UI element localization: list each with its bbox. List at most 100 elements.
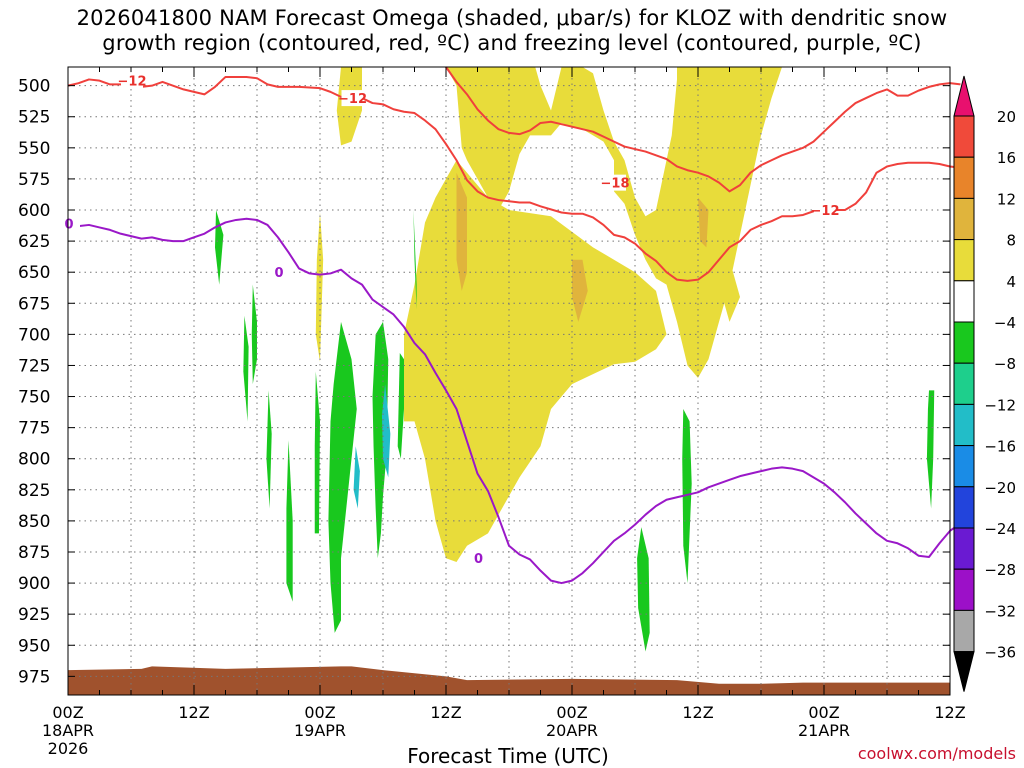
omega-region-green [251,284,257,385]
colorbar-label: 16 [997,149,1016,167]
y-tick-label: 500 [18,77,50,97]
contour-label-bg [467,550,490,567]
contour-label: 0 [274,266,283,281]
contour-label-bg [268,264,290,281]
colorbar-bin [953,486,975,529]
contour-label-bg [814,202,836,219]
y-tick-label: 850 [18,512,50,532]
colorbar-label: −12 [984,396,1016,414]
y-tick-label: 800 [18,450,50,470]
grid [67,67,951,695]
purple-contour-0 [67,217,962,585]
omega-region-green [372,321,389,559]
colorbar-bin [953,197,975,241]
chart-title: 2026041800 NAM Forecast Omega (shaded, μ… [0,6,1024,56]
y-tick-label: 675 [18,294,50,314]
y-tick-label: 550 [18,139,50,159]
y-tick-label: 875 [18,543,50,563]
x-tick-date: 20APR [546,721,598,740]
x-tick-label: 00Z [556,703,587,722]
colorbar-bin [953,568,975,611]
x-tick-year: 2026 [48,739,89,758]
contour-label: −12 [338,92,367,107]
colorbar-label: −28 [984,561,1016,579]
omega-region-teal [353,446,360,509]
colorbar-label: −20 [984,479,1016,497]
x-tick-date: 19APR [294,721,346,740]
contour-label: 0 [64,218,73,233]
y-tick-label: 725 [18,356,50,376]
red-contour-0 [67,75,961,282]
omega-region-green [328,321,357,633]
omega-region-yellow [336,67,362,146]
y-tick-label: 625 [18,232,50,252]
y-tick-label: 600 [18,201,50,221]
colorbar-bin [953,156,975,199]
contour-label-bg [604,174,626,191]
title-line-2: growth region (contoured, red, ºC) and f… [102,31,922,55]
omega-region-amber [572,259,588,322]
colorbar-bin [953,321,975,364]
terrain-surface [68,666,950,695]
colorbar-bin [953,239,975,282]
omega-region-green [243,315,249,422]
x-tick-label: 12Z [934,703,965,722]
contour-label-bg [121,72,143,89]
colorbar-bin [953,280,975,323]
omega-region-green [314,371,320,534]
x-tick-label: 00Z [304,703,335,722]
contour-label: −18 [601,177,630,192]
contour-label-bg [341,90,364,107]
x-tick-label: 12Z [682,703,713,722]
omega-region-green [286,440,293,602]
colorbar-label: 12 [997,190,1016,208]
y-tick-label: 700 [18,325,50,345]
x-tick-label: 12Z [178,703,209,722]
x-tick-label: 00Z [808,703,839,722]
colorbar-label: −24 [984,520,1016,538]
colorbar-bin [953,115,975,158]
y-tick-label: 950 [18,636,50,656]
x-tick-date: 21APR [798,721,850,740]
omega-region-green [682,408,692,584]
colorbar-arrow-top [953,75,975,117]
contour-label: −12 [118,75,147,90]
y-tick-label: 775 [18,419,50,439]
colorbar-bin [953,527,975,570]
colorbar-bin [953,609,975,653]
colorbar-label: −4 [994,314,1016,332]
contour-label: 0 [474,552,483,567]
y-tick-label: 575 [18,170,50,190]
colorbar-bin [953,445,975,488]
colorbar-label: 20 [997,108,1016,126]
omega-region-green [637,527,650,652]
omega-region-teal [381,384,391,478]
colorbar-label: −36 [984,644,1016,662]
red-contour-1 [445,66,961,193]
colorbar-bin [953,403,975,447]
credit-text: coolwx.com/models [857,744,1016,763]
x-tick-label: 12Z [430,703,461,722]
omega-region-green [215,210,224,285]
omega-region-green [413,210,417,310]
y-tick-label: 525 [18,108,50,128]
omega-region-yellow [719,259,740,322]
contour-label-bg [58,215,80,232]
y-tick-label: 900 [18,574,50,594]
x-tick-label: 00Z [52,703,83,722]
colorbar-arrow-bottom [953,651,975,692]
colorbar-label: −8 [994,355,1016,373]
colorbar-bin [953,362,975,405]
colorbar-label: 8 [1006,232,1016,250]
y-tick-label: 925 [18,605,50,625]
colorbar-label: 4 [1006,273,1016,291]
omega-region-green [266,390,272,509]
omega-region-yellow [404,160,667,562]
omega-region-green [926,390,935,509]
omega-region-amber [456,172,467,291]
title-line-1: 2026041800 NAM Forecast Omega (shaded, μ… [76,6,948,30]
y-tick-label: 825 [18,481,50,501]
y-tick-label: 975 [18,667,50,687]
y-tick-label: 650 [18,263,50,283]
